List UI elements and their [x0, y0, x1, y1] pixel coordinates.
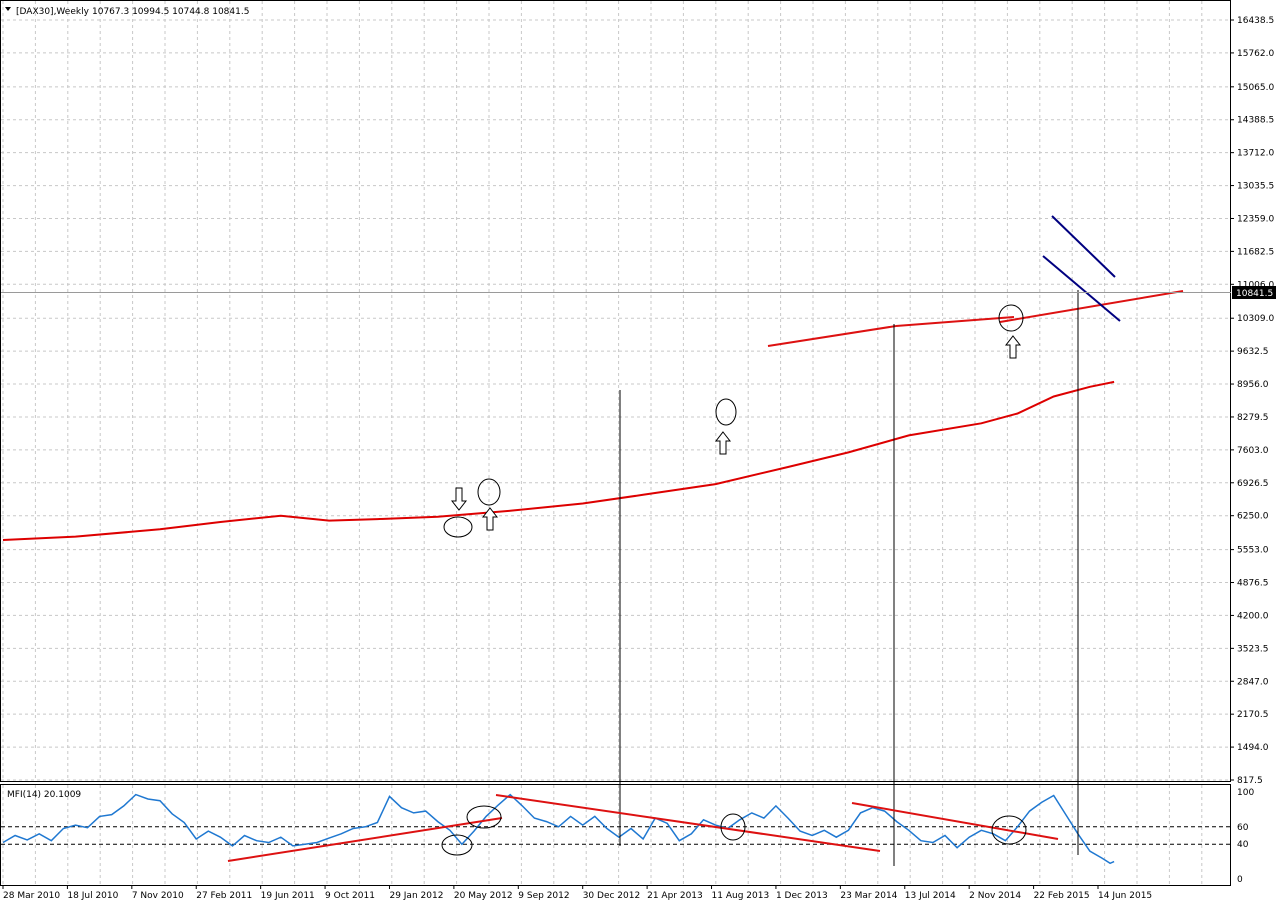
- mfi-circle-marker-3: [720, 813, 746, 841]
- time-tick-label-8: 9 Sep 2012: [518, 891, 569, 901]
- symbol-label: [DAX30],Weekly: [16, 7, 90, 17]
- time-tick-label-16: 22 Feb 2015: [1034, 891, 1090, 901]
- time-tick-label-10: 21 Apr 2013: [647, 891, 703, 901]
- arrow-down-icon: [450, 487, 468, 511]
- price-tick-label-8: 11006.0: [1237, 280, 1274, 290]
- price-tick-label-19: 3523.5: [1237, 644, 1269, 654]
- price-panel-frame: [0, 0, 1231, 782]
- price-tick-label-1: 15762.0: [1237, 49, 1274, 59]
- price-tick-label-17: 4876.5: [1237, 579, 1269, 589]
- mfi-circle-marker-4: [991, 815, 1027, 845]
- price-tick-label-23: 817.5: [1237, 776, 1263, 786]
- price-tick-label-12: 8279.5: [1237, 413, 1269, 423]
- moving-average-layer: [2, 380, 1115, 541]
- mfi-axis: 100 60 40 0: [1237, 788, 1254, 885]
- price-tick-label-11: 8956.0: [1237, 380, 1269, 390]
- mfi-trendline-up: [227, 817, 503, 862]
- mfi-circle-marker-1: [441, 834, 473, 856]
- price-axis: 16438.5 15762.0 15065.0 14388.5 13712.0 13035…: [1230, 16, 1274, 786]
- channel-upper: [1051, 215, 1116, 278]
- mfi-circle-marker-2: [466, 805, 502, 829]
- price-tick-label-14: 6926.5: [1237, 479, 1269, 489]
- mfi-tick-label-2: 40: [1237, 840, 1249, 850]
- time-tick-label-7: 20 May 2012: [454, 891, 513, 901]
- mfi-trendline-down-2: [851, 802, 1059, 840]
- time-tick-label-12: 1 Dec 2013: [776, 891, 828, 901]
- current-price-box: [1232, 286, 1276, 299]
- price-tick-label-4: 13712.0: [1237, 149, 1274, 159]
- price-tick-label-6: 12359.0: [1237, 214, 1274, 224]
- moving-average-line: [2, 380, 1115, 541]
- time-tick-label-17: 14 Jun 2015: [1098, 891, 1152, 901]
- price-tick-label-5: 13035.5: [1237, 182, 1274, 192]
- time-tick-label-5: 9 Oct 2011: [325, 891, 375, 901]
- price-tick-label-20: 2847.0: [1237, 677, 1269, 687]
- mfi-line: [2, 793, 1115, 865]
- time-tick-label-9: 30 Dec 2012: [583, 891, 641, 901]
- time-tick-label-14: 13 Jul 2014: [905, 891, 956, 901]
- ohlc-values: 10767.3 10994.5 10744.8 10841.5: [92, 7, 249, 17]
- time-tick-label-3: 27 Feb 2011: [196, 891, 252, 901]
- time-axis: 28 Mar 2010 18 Jul 2010 7 Nov 2010 27 Feb 2…: [2, 885, 1152, 901]
- arrow-up-icon-1: [481, 507, 499, 531]
- grid: [1, 1, 1230, 885]
- time-tick-label-15: 2 Nov 2014: [969, 891, 1021, 901]
- price-tick-label-21: 2170.5: [1237, 710, 1269, 720]
- time-tick-label-1: 18 Jul 2010: [67, 891, 118, 901]
- circle-marker-3: [715, 398, 737, 426]
- current-price-label: 10841.5: [1236, 289, 1273, 299]
- price-tick-label-18: 4200.0: [1237, 611, 1269, 621]
- time-tick-label-4: 19 Jun 2011: [261, 891, 315, 901]
- price-tick-label-15: 6250.0: [1237, 512, 1269, 522]
- mfi-tick-label-3: 0: [1237, 875, 1243, 885]
- mfi-trendline-down-1: [495, 794, 881, 852]
- trendline-2014-top: [767, 325, 897, 347]
- time-tick-label-6: 29 Jan 2012: [389, 891, 443, 901]
- arrow-up-icon-3: [1004, 335, 1022, 359]
- mfi-tick-label-0: 100: [1237, 788, 1254, 798]
- time-tick-label-13: 23 Mar 2014: [840, 891, 897, 901]
- trendline-2014-mid: [895, 316, 1015, 327]
- price-tick-label-16: 5553.0: [1237, 546, 1269, 556]
- price-tick-label-22: 1494.0: [1237, 743, 1269, 753]
- mfi-tick-label-1: 60: [1237, 823, 1249, 833]
- circle-marker-4: [998, 304, 1024, 332]
- price-tick-label-13: 7603.0: [1237, 446, 1269, 456]
- price-tick-label-9: 10309.0: [1237, 314, 1274, 324]
- circle-marker-1: [443, 516, 473, 538]
- trendline-breakout: [999, 290, 1184, 323]
- price-tick-label-2: 15065.0: [1237, 83, 1274, 93]
- annotations-layer: [227, 215, 1184, 866]
- price-tick-label-3: 14388.5: [1237, 116, 1274, 126]
- mfi-label: MFI(14) 20.1009: [7, 790, 81, 800]
- mfi-layer: [2, 793, 1115, 865]
- price-tick-label-10: 9632.5: [1237, 347, 1269, 357]
- time-tick-label-2: 7 Nov 2010: [132, 891, 184, 901]
- arrow-up-icon-2: [714, 431, 732, 455]
- price-tick-label-0: 16438.5: [1237, 16, 1274, 26]
- circle-marker-2: [477, 478, 501, 506]
- channel-lower: [1042, 255, 1121, 322]
- time-tick-label-0: 28 Mar 2010: [3, 891, 60, 901]
- triangle-down-icon[interactable]: [5, 7, 11, 11]
- price-tick-label-7: 11682.5: [1237, 247, 1274, 257]
- time-tick-label-11: 11 Aug 2013: [712, 891, 770, 901]
